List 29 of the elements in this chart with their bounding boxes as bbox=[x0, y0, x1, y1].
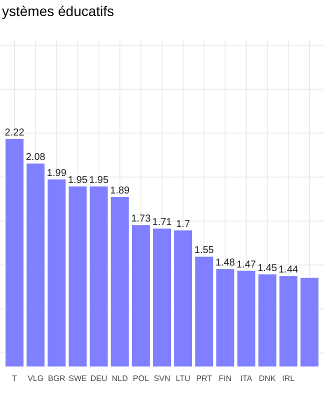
x-tick-label: PRT bbox=[196, 374, 212, 383]
data-label: 1.7 bbox=[176, 218, 190, 230]
x-tick-label: VLG bbox=[28, 374, 44, 383]
x-tick-label: SWE bbox=[68, 374, 87, 383]
data-label: 1.44 bbox=[278, 264, 299, 276]
chart-title: ystèmes éducatifs bbox=[2, 3, 114, 19]
x-tick-label: ITA bbox=[240, 374, 253, 383]
data-label: 1.47 bbox=[236, 259, 256, 270]
data-label: 1.48 bbox=[215, 258, 236, 269]
data-label: 1.71 bbox=[152, 217, 172, 228]
data-label: 2.22 bbox=[4, 127, 25, 138]
data-label: 1.45 bbox=[258, 262, 278, 274]
x-tick-label: NLD bbox=[112, 374, 128, 383]
data-label: 1.55 bbox=[194, 245, 214, 256]
data-label: 1.95 bbox=[68, 174, 88, 186]
x-tick-label: LTU bbox=[176, 374, 191, 383]
x-tick-label: T bbox=[12, 374, 18, 383]
data-label: 1.73 bbox=[131, 214, 152, 225]
data-label: 1.89 bbox=[110, 185, 130, 196]
x-tick-label: FIN bbox=[218, 374, 232, 383]
data-label: 2.08 bbox=[26, 152, 46, 164]
x-tick-label: IRL bbox=[282, 374, 296, 383]
x-tick-label: DEU bbox=[90, 374, 108, 383]
x-tick-label: BGR bbox=[48, 374, 66, 383]
x-tick-label: POL bbox=[132, 374, 150, 383]
x-tick-label: DNK bbox=[258, 374, 276, 383]
x-tick-label: SVN bbox=[154, 374, 170, 383]
data-label: 1.95 bbox=[89, 174, 109, 186]
data-label: 1.99 bbox=[46, 168, 67, 179]
